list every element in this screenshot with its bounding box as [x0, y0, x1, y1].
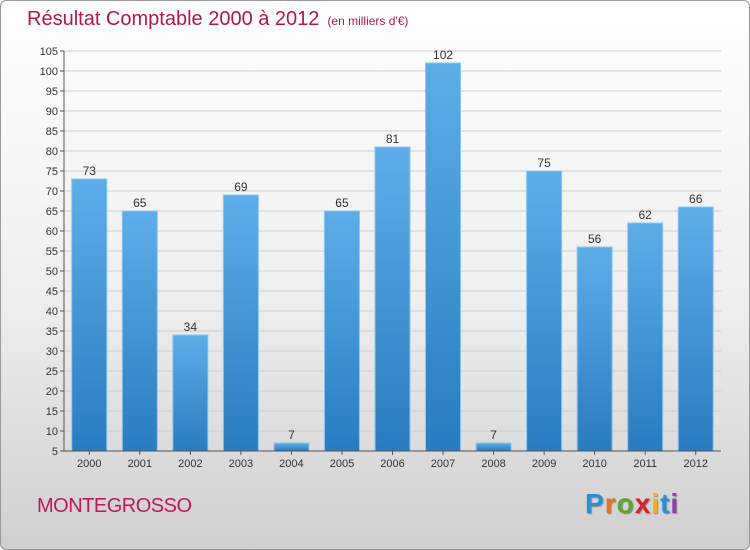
y-tick-label: 45: [46, 286, 58, 298]
y-tick-label: 75: [46, 166, 58, 178]
y-tick-label: 15: [46, 406, 58, 418]
x-tick-label: 2003: [229, 458, 253, 470]
chart-subtitle: (en milliers d'€): [327, 14, 409, 28]
x-tick-label: 2011: [633, 458, 657, 470]
bar-2005: [323, 210, 360, 452]
y-tick-label: 70: [46, 186, 58, 198]
y-tick-label: 80: [46, 146, 58, 158]
y-axis: 5 10 15 20 25 30 35 40 45 50 55 60 65 70 75 80 85 90 95 100…: [40, 46, 65, 458]
y-tick-label: 105: [40, 46, 58, 58]
y-tick-label: 90: [46, 106, 58, 118]
bar-2000: [71, 178, 108, 452]
data-label-2004: 7: [288, 428, 295, 442]
y-tick-label: 10: [46, 426, 58, 438]
x-tick-label: 2006: [380, 458, 404, 470]
y-tick-label: 5: [52, 446, 58, 458]
place-name: MONTEGROSSO: [37, 495, 192, 517]
x-tick-label: 2004: [279, 458, 303, 470]
bar-2010: [576, 246, 613, 452]
data-label-2000: 73: [83, 164, 97, 178]
x-tick-label: 2009: [532, 458, 556, 470]
y-tick-label: 20: [46, 386, 58, 398]
data-label-2012: 66: [689, 192, 703, 206]
x-tick-label: 2000: [77, 458, 101, 470]
x-axis: 2000 2001 2002 2003 2004 2005 2006 2007 2008 2009…: [64, 450, 721, 470]
bar-2002: [172, 334, 209, 452]
bar-2008: [475, 442, 512, 452]
data-label-2006: 81: [386, 132, 400, 146]
y-tick-label: 30: [46, 346, 58, 358]
bar-2006: [374, 146, 411, 452]
bar-2011: [627, 222, 664, 452]
y-tick-label: 100: [40, 66, 58, 78]
data-label-2001: 65: [133, 196, 147, 210]
y-tick-label: 35: [46, 326, 58, 338]
bars: [71, 62, 714, 452]
data-label-2002: 34: [184, 320, 198, 334]
data-label-2010: 56: [588, 232, 602, 246]
bar-2001: [121, 210, 158, 452]
bar-2012: [677, 206, 714, 452]
y-tick-label: 85: [46, 126, 58, 138]
data-labels: 73 65 34 69 7 65 81 102 7 75 56 62 66: [83, 48, 703, 442]
bar-2007: [425, 62, 462, 452]
y-tick-label: 50: [46, 266, 58, 278]
x-tick-label: 2007: [431, 458, 455, 470]
y-tick-label: 40: [46, 306, 58, 318]
data-label-2005: 65: [335, 196, 349, 210]
proxiti-logo: Proxiti: [585, 488, 680, 519]
x-tick-label: 2008: [481, 458, 505, 470]
y-tick-label: 55: [46, 246, 58, 258]
x-tick-label: 2001: [128, 458, 152, 470]
x-tick-label: 2002: [178, 458, 202, 470]
bar-2004: [273, 442, 310, 452]
y-tick-label: 65: [46, 206, 58, 218]
bar-2009: [526, 170, 563, 452]
data-label-2003: 69: [234, 180, 248, 194]
x-tick-label: 2012: [683, 458, 707, 470]
chart-title-text: Résultat Comptable 2000 à 2012: [27, 8, 320, 30]
y-tick-label: 60: [46, 226, 58, 238]
chart-title: Résultat Comptable 2000 à 2012 (en millie…: [27, 8, 408, 31]
y-tick-label: 25: [46, 366, 58, 378]
y-tick-label: 95: [46, 86, 58, 98]
x-tick-label: 2005: [330, 458, 354, 470]
data-label-2008: 7: [490, 428, 497, 442]
x-tick-label: 2010: [582, 458, 606, 470]
data-label-2011: 62: [639, 208, 653, 222]
data-label-2007: 102: [433, 48, 453, 62]
data-label-2009: 75: [537, 156, 551, 170]
bar-2003: [222, 194, 259, 452]
